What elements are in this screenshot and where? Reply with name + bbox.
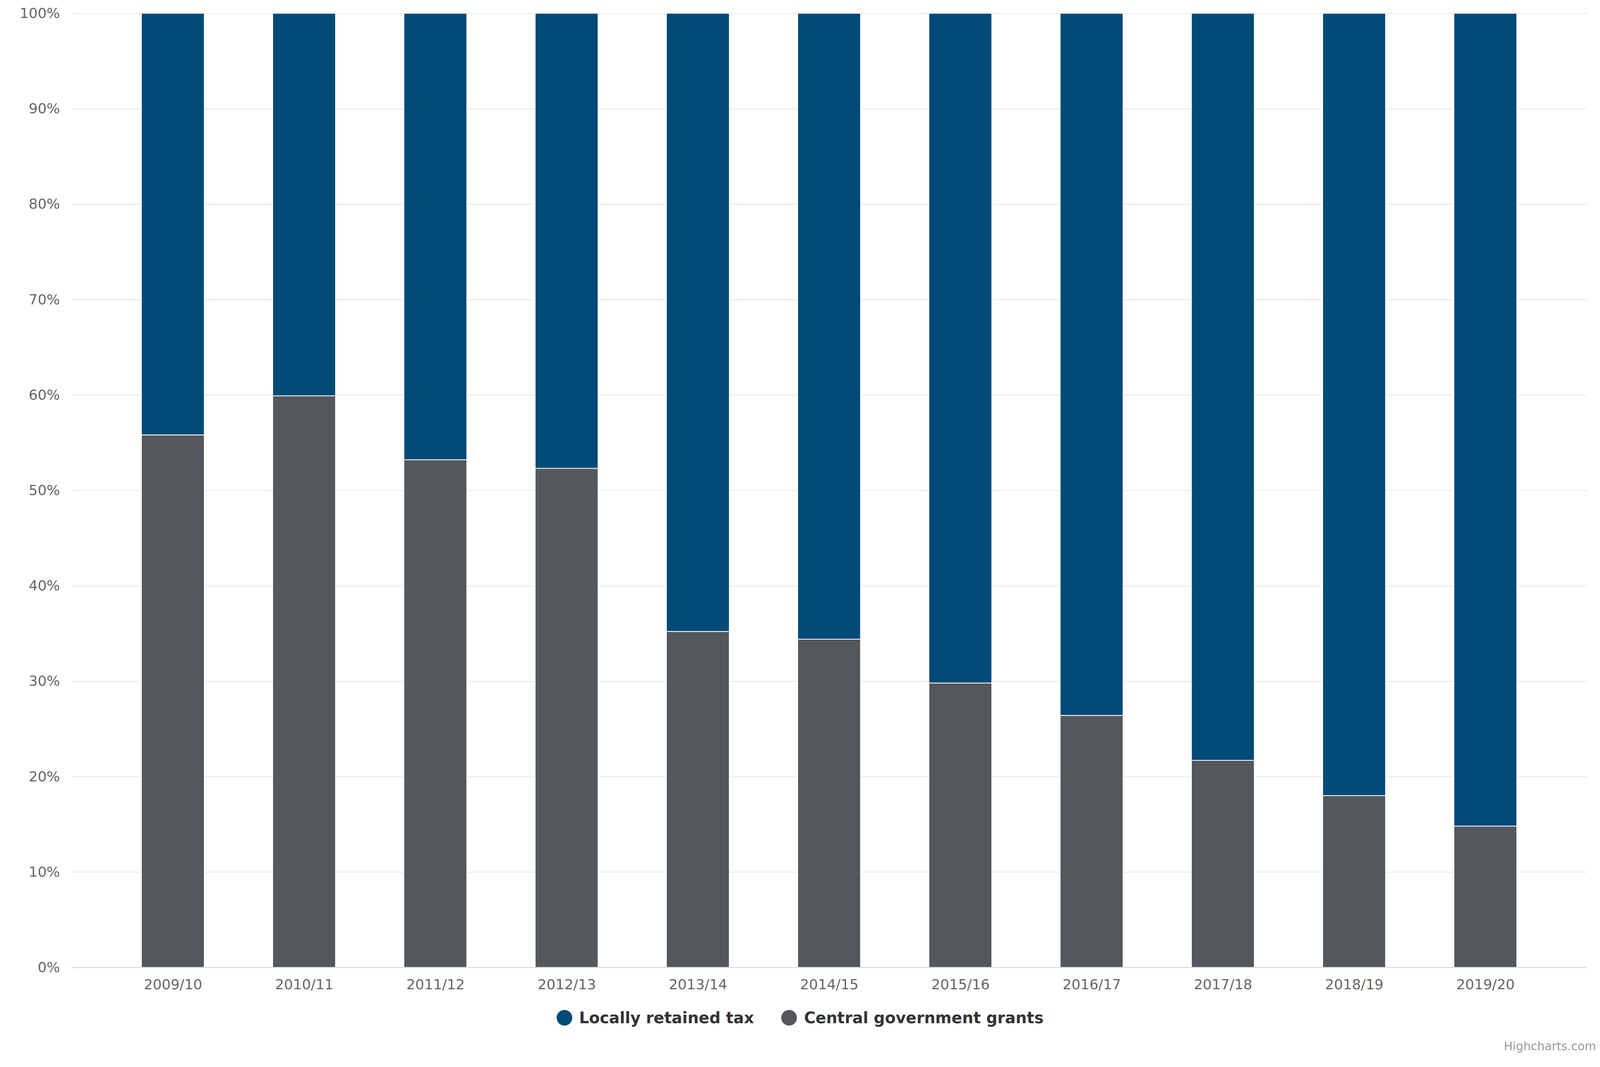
svg-text:2013/14: 2013/14	[668, 976, 728, 993]
svg-text:2018/19: 2018/19	[1325, 976, 1384, 993]
svg-text:50%: 50%	[28, 482, 60, 499]
svg-text:100%: 100%	[19, 5, 61, 22]
svg-text:2015/16: 2015/16	[931, 976, 990, 993]
svg-text:0%: 0%	[37, 958, 60, 975]
svg-text:2009/10: 2009/10	[143, 976, 203, 993]
svg-text:2019/20: 2019/20	[1456, 976, 1515, 993]
svg-text:2017/18: 2017/18	[1193, 976, 1253, 993]
svg-text:70%: 70%	[28, 291, 60, 308]
html-text:Highcharts.com: Highcharts.com	[1503, 1039, 1597, 1053]
svg-text:2016/17: 2016/17	[1062, 976, 1122, 993]
svg-text:2014/15: 2014/15	[800, 976, 859, 993]
svg-text:90%: 90%	[28, 100, 60, 117]
svg-text:80%: 80%	[28, 195, 60, 212]
svg-text:30%: 30%	[28, 672, 60, 689]
svg-text:10%: 10%	[28, 863, 60, 880]
html-text:Central government grants: Central government grants	[804, 1008, 1044, 1027]
html-text:Locally retained tax: Locally retained tax	[579, 1008, 755, 1027]
svg-text:60%: 60%	[28, 386, 60, 403]
svg-text:40%: 40%	[28, 577, 60, 594]
svg-text:20%: 20%	[28, 768, 60, 785]
svg-text:2010/11: 2010/11	[275, 976, 334, 993]
svg-text:2012/13: 2012/13	[537, 976, 597, 993]
svg-text:2011/12: 2011/12	[406, 976, 465, 993]
